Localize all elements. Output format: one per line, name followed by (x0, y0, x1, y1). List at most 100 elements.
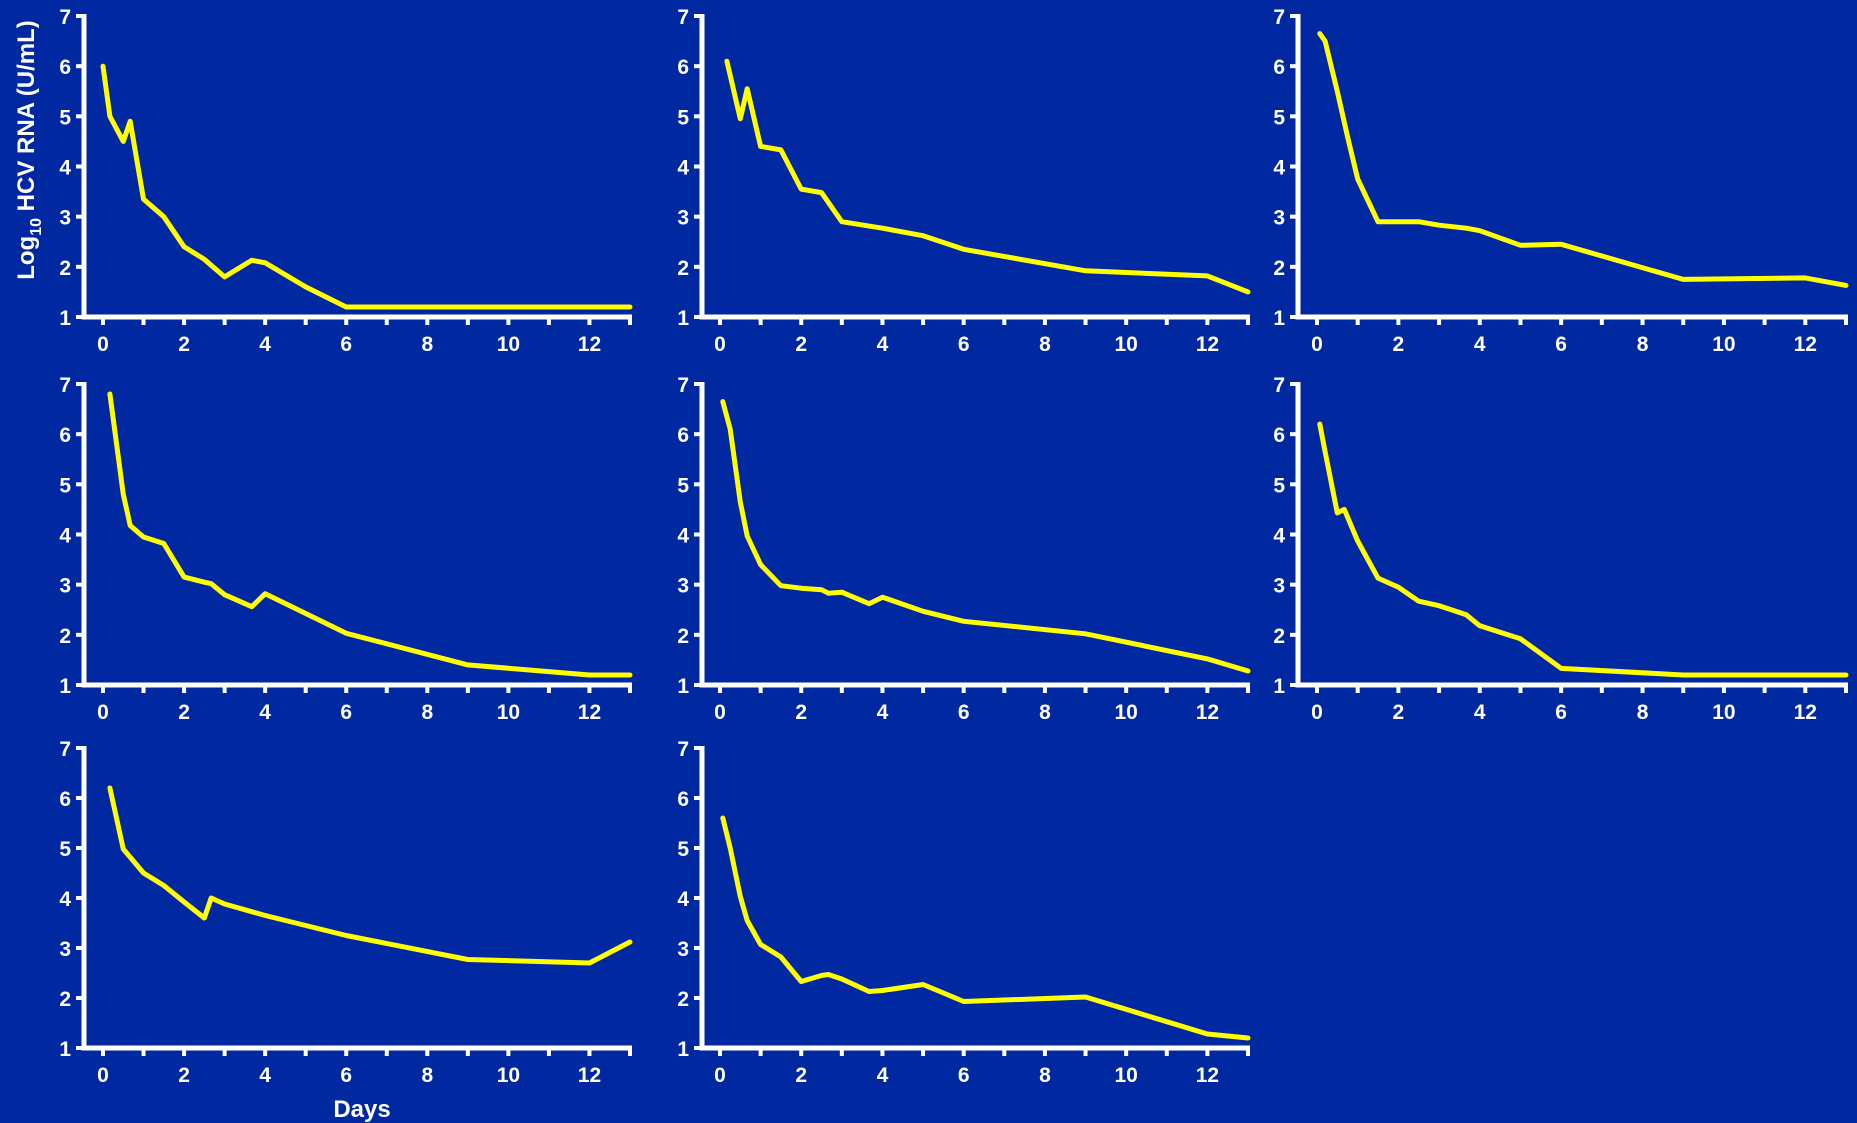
y-tick-label: 1 (59, 675, 71, 698)
y-tick-label: 3 (59, 938, 71, 961)
y-tick-label: 1 (1273, 675, 1285, 698)
y-tick-label: 5 (677, 106, 689, 129)
x-tick-label: 8 (421, 1064, 433, 1087)
x-tick-label: 10 (1712, 701, 1735, 724)
x-tick-label: 12 (578, 1064, 601, 1087)
x-tick-label: 12 (578, 333, 601, 356)
x-tick-label: 4 (1474, 333, 1486, 356)
x-tick-label: 2 (1393, 333, 1405, 356)
y-tick-label: 7 (1273, 374, 1285, 397)
x-tick-label: 0 (97, 701, 109, 724)
series-line (720, 815, 1251, 1041)
series-line (100, 63, 633, 310)
y-tick-label: 6 (59, 56, 71, 79)
x-tick-label: 2 (795, 333, 807, 356)
y-tick-label: 2 (59, 625, 71, 648)
y-tick-label: 3 (1273, 207, 1285, 230)
y-tick-label: 1 (1273, 307, 1285, 330)
y-tick-label: 4 (677, 888, 689, 911)
y-tick-label: 6 (1273, 424, 1285, 447)
x-tick-label: 8 (1637, 701, 1649, 724)
x-tick-label: 6 (958, 701, 970, 724)
y-tick-label: 3 (1273, 575, 1285, 598)
x-tick-label: 2 (1393, 701, 1405, 724)
x-tick-label: 8 (1039, 1064, 1051, 1087)
y-tick-label: 7 (59, 6, 71, 29)
y-tick-label: 2 (59, 988, 71, 1011)
y-tick-label: 1 (677, 307, 689, 330)
x-tick-label: 4 (877, 701, 889, 724)
y-tick-label: 1 (677, 675, 689, 698)
x-tick-label: 6 (1555, 333, 1567, 356)
y-tick-label: 7 (677, 374, 689, 397)
x-tick-label: 0 (714, 701, 726, 724)
y-tick-label: 5 (59, 838, 71, 861)
y-tick-label: 4 (677, 525, 689, 548)
y-tick-label: 3 (677, 575, 689, 598)
x-tick-label: 10 (497, 701, 520, 724)
x-tick-label: 12 (1794, 701, 1817, 724)
x-tick-label: 2 (795, 1064, 807, 1087)
y-tick-label: 6 (59, 788, 71, 811)
x-tick-label: 10 (1712, 333, 1735, 356)
y-tick-label: 4 (59, 888, 71, 911)
x-tick-label: 10 (497, 333, 520, 356)
y-tick-label: 6 (59, 424, 71, 447)
x-tick-label: 4 (259, 1064, 271, 1087)
x-tick-label: 8 (421, 333, 433, 356)
y-tick-label: 2 (677, 625, 689, 648)
x-tick-label: 8 (421, 701, 433, 724)
y-tick-label: 6 (677, 56, 689, 79)
x-tick-label: 12 (1196, 1064, 1219, 1087)
y-axis-title-main: Log (13, 236, 40, 280)
x-tick-label: 6 (958, 1064, 970, 1087)
y-tick-label: 5 (1273, 474, 1285, 497)
y-axis-title: Log10 HCV RNA (U/mL) (13, 20, 45, 280)
x-tick-label: 8 (1039, 333, 1051, 356)
x-tick-label: 0 (97, 333, 109, 356)
y-tick-label: 4 (1273, 157, 1285, 180)
x-tick-label: 12 (1794, 333, 1817, 356)
x-tick-label: 12 (1196, 333, 1219, 356)
x-tick-label: 2 (178, 333, 190, 356)
x-tick-label: 12 (578, 701, 601, 724)
x-tick-label: 0 (714, 1064, 726, 1087)
x-tick-label: 4 (877, 333, 889, 356)
y-tick-label: 1 (59, 307, 71, 330)
y-tick-label: 1 (677, 1038, 689, 1061)
y-tick-label: 7 (677, 6, 689, 29)
y-tick-label: 2 (1273, 257, 1285, 280)
y-tick-label: 4 (59, 525, 71, 548)
y-axis-title-subscript: 10 (28, 218, 45, 236)
y-axis-title-rest: HCV RNA (U/mL) (13, 20, 40, 218)
series-line (724, 58, 1251, 295)
x-tick-label: 2 (178, 701, 190, 724)
series-line (1317, 421, 1849, 678)
y-tick-label: 4 (1273, 525, 1285, 548)
x-tick-label: 0 (1311, 333, 1323, 356)
x-tick-label: 6 (958, 333, 970, 356)
x-tick-label: 0 (714, 333, 726, 356)
y-tick-label: 3 (59, 575, 71, 598)
x-tick-label: 8 (1637, 333, 1649, 356)
x-tick-label: 4 (259, 701, 271, 724)
x-tick-label: 4 (259, 333, 271, 356)
y-tick-label: 5 (59, 106, 71, 129)
x-tick-label: 10 (1114, 1064, 1137, 1087)
x-tick-label: 6 (340, 333, 352, 356)
y-tick-label: 7 (59, 374, 71, 397)
y-tick-label: 7 (677, 738, 689, 761)
y-tick-label: 7 (59, 738, 71, 761)
y-tick-label: 3 (677, 207, 689, 230)
y-tick-label: 5 (59, 474, 71, 497)
y-tick-label: 1 (59, 1038, 71, 1061)
y-tick-label: 2 (1273, 625, 1285, 648)
